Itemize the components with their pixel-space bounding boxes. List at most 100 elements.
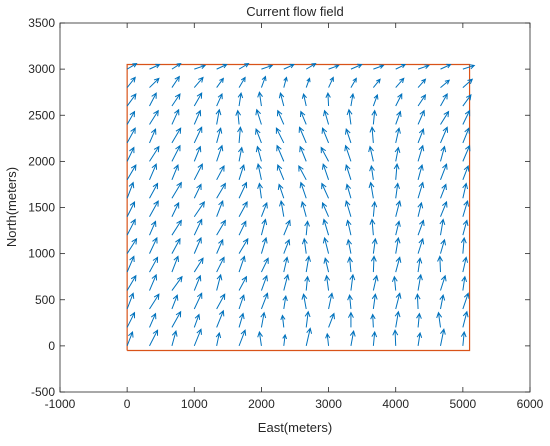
arrow <box>440 200 448 217</box>
arrow <box>216 127 223 144</box>
arrow <box>321 182 330 199</box>
arrow <box>216 273 223 291</box>
arrow <box>347 294 353 310</box>
arrow <box>299 145 307 162</box>
arrow <box>440 274 447 291</box>
arrow <box>417 64 430 70</box>
arrow <box>126 93 137 107</box>
arrow <box>370 255 377 273</box>
arrow <box>149 220 157 236</box>
arrow <box>215 108 222 125</box>
arrow <box>171 255 180 273</box>
arrow <box>149 256 159 273</box>
arrow <box>369 218 376 236</box>
arrow <box>417 144 425 162</box>
arrow <box>149 312 157 328</box>
arrow <box>440 183 447 199</box>
arrow <box>417 219 425 236</box>
arrow <box>395 110 402 125</box>
arrow <box>328 292 334 310</box>
arrow <box>257 330 263 346</box>
arrow <box>371 330 378 346</box>
arrow <box>260 292 269 310</box>
arrow <box>299 110 307 125</box>
arrow <box>462 127 470 144</box>
arrow <box>395 256 402 273</box>
arrow <box>440 126 449 144</box>
arrow <box>347 311 354 328</box>
x-tick-label: 1000 <box>181 397 208 411</box>
arrow <box>193 126 203 144</box>
arrow <box>193 292 203 310</box>
arrow <box>216 182 226 199</box>
y-tick-label: 3000 <box>28 62 55 76</box>
chart-title: Current flow field <box>246 4 344 19</box>
arrow <box>417 237 425 254</box>
arrow <box>391 275 398 291</box>
arrow <box>462 109 471 125</box>
arrow <box>439 294 446 310</box>
arrow <box>216 309 225 328</box>
arrow <box>256 163 262 180</box>
arrow <box>305 63 317 70</box>
arrow <box>171 93 181 107</box>
arrow <box>279 199 285 217</box>
arrow <box>171 108 180 125</box>
arrow <box>301 92 307 107</box>
arrow <box>346 238 353 254</box>
arrow <box>368 181 375 199</box>
arrow <box>322 218 330 236</box>
arrow <box>304 220 310 236</box>
arrow <box>238 329 247 347</box>
arrow <box>417 128 425 144</box>
arrow <box>350 63 363 70</box>
arrow <box>321 163 330 180</box>
arrow <box>301 293 308 310</box>
arrow <box>395 292 402 310</box>
arrow <box>394 146 401 162</box>
arrow <box>395 220 401 236</box>
arrow <box>344 199 352 217</box>
y-tick-label: 2000 <box>28 154 55 168</box>
y-tick-label: 1500 <box>28 201 55 215</box>
arrow <box>372 274 379 291</box>
arrow <box>440 93 448 107</box>
arrow <box>283 256 289 273</box>
x-tick-label: 3000 <box>315 397 342 411</box>
arrow <box>238 220 247 236</box>
arrow <box>393 163 400 180</box>
y-tick-label: -500 <box>31 385 55 399</box>
arrow <box>260 218 268 236</box>
arrow <box>171 237 181 254</box>
x-tick-label: 6000 <box>517 397 544 411</box>
arrow <box>126 110 136 125</box>
arrow <box>462 199 470 217</box>
arrow <box>126 146 135 162</box>
arrow <box>440 163 448 181</box>
arrow <box>238 294 246 310</box>
arrow <box>171 294 179 310</box>
arrow <box>462 182 469 199</box>
arrow <box>255 128 262 144</box>
arrow <box>126 292 135 310</box>
y-axis-label: North(meters) <box>4 167 19 247</box>
arrow <box>323 109 330 125</box>
arrow <box>193 201 205 218</box>
arrow <box>325 91 331 107</box>
arrow <box>238 181 248 199</box>
arrow <box>349 330 356 346</box>
arrow <box>371 237 378 254</box>
arrow <box>462 219 469 236</box>
arrow <box>149 109 159 125</box>
arrow <box>462 256 469 273</box>
arrow <box>370 313 376 328</box>
arrow <box>193 183 202 199</box>
arrow <box>349 92 355 107</box>
arrow <box>171 127 182 144</box>
arrow <box>283 238 291 254</box>
arrow <box>126 127 136 144</box>
arrow <box>395 77 405 88</box>
arrow <box>149 273 158 291</box>
arrow <box>417 78 427 88</box>
